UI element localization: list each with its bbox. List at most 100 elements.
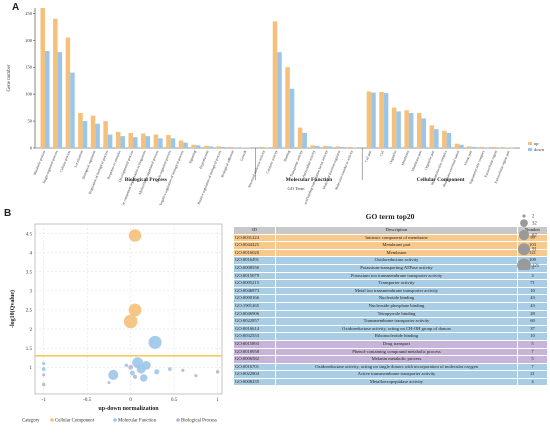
x-tick-label: Reproduction [199, 150, 210, 170]
y-tick-label: 4.5 [26, 232, 33, 237]
description-cell: Intrinsic component of membrane [275, 233, 518, 243]
table-title: GO term top20 [365, 212, 415, 221]
bar-down [459, 144, 464, 148]
bar-down [434, 129, 439, 148]
bar-down [95, 123, 100, 148]
bar-down [82, 121, 88, 148]
bar-down [471, 146, 477, 148]
bar-down [133, 137, 138, 148]
bar-up [348, 146, 353, 148]
x-tick-label: Structural molecule activity [247, 150, 266, 189]
scatter-point [167, 367, 172, 372]
table-header-row: ID Description Number [233, 226, 548, 235]
column-header-id: ID [233, 226, 276, 235]
number-cell: 43 [517, 294, 548, 303]
table-row: GO:0032553 Ribonucleotide binding 10 [233, 332, 548, 341]
scatter-point [194, 374, 198, 378]
x-tick-label: Organelle [389, 150, 398, 165]
bar-down [446, 132, 452, 148]
bar-down [170, 138, 176, 148]
table-row: GO:0046873 Metal ion transmembrane transp… [233, 286, 548, 296]
bar-down [145, 136, 151, 148]
go-id-cell: GO:0006582 [233, 355, 276, 364]
y-axis-label: -log10(Qvalue) [9, 290, 16, 328]
x-tick-label: Signaling [188, 150, 197, 164]
x-tick-label: Catalytic activity [265, 150, 278, 175]
go-id-cell: GO:0016701 [233, 362, 276, 372]
size-legend-dot [520, 219, 528, 228]
y-tick-label: 100 [25, 92, 33, 97]
bar-up [492, 146, 497, 148]
x-tick-label: Biological adhesion [220, 150, 235, 178]
go-id-cell: GO:0046906 [233, 309, 276, 319]
bar-down [70, 72, 75, 148]
bar-down [484, 147, 489, 148]
category-legend-label: Molecular Function [118, 419, 157, 424]
bar-down [45, 51, 50, 149]
category-legend-dot [113, 418, 117, 422]
size-legend-dot [517, 258, 531, 270]
group-label: Molecular Function [286, 177, 333, 183]
category-legend-label: Cellular Component [55, 419, 95, 424]
y-tick-label: 3.5 [26, 270, 33, 275]
bar-down [264, 147, 270, 148]
bar-up [404, 110, 409, 148]
size-legend-dot [522, 214, 526, 218]
bar-down [421, 118, 427, 148]
go-id-cell: GO:0022804 [233, 370, 276, 379]
category-legend-dot [50, 418, 54, 422]
y-tick-label: 150 [25, 65, 33, 70]
bar-down [302, 132, 307, 148]
bar-down [120, 136, 125, 148]
bar-down [57, 52, 63, 148]
description-cell: Nucleotide binding [275, 294, 518, 303]
group-label: Biological Process [125, 177, 167, 183]
size-legend-label: 2 [532, 215, 535, 220]
y-tick-label: 3 [30, 290, 33, 295]
scatter-point [128, 364, 134, 370]
number-cell: 60 [517, 317, 548, 326]
bar-up [479, 146, 485, 148]
go-id-cell: GO:0008235 [233, 377, 276, 387]
bar-down [352, 147, 358, 148]
description-cell: Active transmembrane transporter activit… [275, 370, 518, 379]
scatter-point [128, 303, 142, 317]
size-legend: 2 32 62 91 121 [517, 214, 540, 270]
bar-up [40, 8, 46, 148]
go-id-cell: GO:0015893 [233, 339, 276, 349]
scatter-point [181, 368, 185, 372]
table-row: GO:0005215 Transporter activity 71 [233, 279, 548, 288]
x-axis-label: up-down normalization [98, 406, 159, 412]
bar-up [115, 131, 121, 148]
go-id-cell: GO:0022857 [233, 317, 276, 326]
description-cell: Oxidoreductase activity, acting on singl… [275, 362, 518, 372]
number-cell: 37 [517, 324, 548, 334]
description-cell: Melanin metabolic process [275, 355, 518, 364]
x-tick-label: Antioxidant activity [302, 150, 317, 178]
size-legend-label: 121 [532, 264, 540, 269]
category-legend-dot [176, 418, 180, 422]
x-tick-label: Positive regulation of biological proces… [197, 149, 223, 205]
go-id-cell: GO:0016020 [233, 248, 276, 258]
bar-up [78, 113, 83, 148]
size-legend-label: 62 [532, 233, 537, 238]
table-row: GO:0000166 Nucleotide binding 43 [233, 294, 548, 303]
x-tick-label: Membrane part [411, 150, 423, 172]
bar-up [153, 134, 159, 148]
scatter-point [128, 229, 142, 242]
scatter-point [132, 374, 138, 379]
description-cell: Metal ion transmembrane transporter acti… [275, 286, 518, 296]
go-scatter-plot: -1 -0.5 0 0.5 1 1 1.5 2 2.5 3 3.5 4 4.5 up-down norma… [9, 223, 223, 424]
go-term-table: ID Description Number GO:0031224 Intrinsi… [233, 226, 548, 387]
go-id-cell: GO:0008556 [233, 263, 276, 273]
go-id-cell: GO:0016491 [233, 256, 276, 265]
bar-up [429, 125, 435, 148]
bar-up [285, 67, 290, 148]
bar-up [467, 146, 472, 148]
table-row: GO:0015893 Drug transport 5 [233, 339, 548, 349]
legend-swatch-up [528, 142, 532, 145]
table-row: GO:0022804 Active transmembrane transport… [233, 370, 548, 379]
x-tick-label: Cell [379, 150, 385, 157]
bar-up [241, 147, 247, 148]
bar-up [297, 127, 303, 148]
